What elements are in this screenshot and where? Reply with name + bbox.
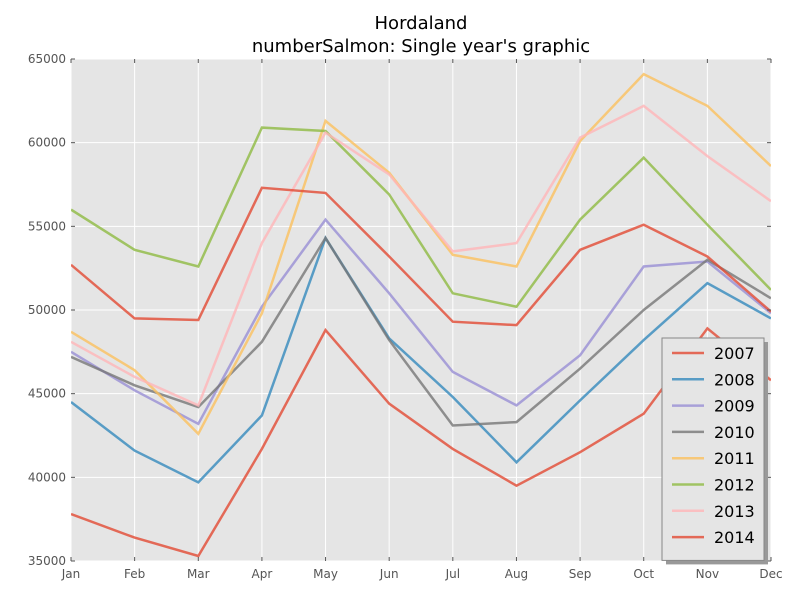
legend-box [661, 337, 765, 561]
x-tick-label: Nov [696, 567, 719, 581]
series-line-2009 [71, 217, 771, 426]
y-tick-label: 65000 [28, 52, 66, 66]
legend: 2007 2008 2009 2010 2011 2012 2013 2014 [661, 337, 768, 565]
y-tick-label: 50000 [28, 303, 66, 317]
legend-label: 2008 [714, 370, 755, 389]
x-tick-label: May [313, 567, 338, 581]
y-tick-label: 35000 [28, 554, 66, 568]
x-tick-label: Oct [633, 567, 654, 581]
x-tick-label: Feb [124, 567, 145, 581]
plot-area: 35000 40000 45000 50000 55000 60000 65000 Jan Fe… [28, 52, 783, 581]
chart-subtitle: numberSalmon: Single year's graphic [252, 36, 590, 57]
x-tick-label: Sep [569, 567, 592, 581]
chart-title: Hordaland [375, 13, 468, 34]
legend-label: 2013 [714, 502, 755, 521]
legend-label: 2014 [714, 528, 755, 547]
legend-label: 2007 [714, 344, 755, 363]
series-line-2010 [71, 235, 771, 427]
x-tick-label: Dec [759, 567, 782, 581]
series-line-2014 [71, 186, 771, 327]
series-line-2008 [71, 235, 771, 484]
y-tick-label: 60000 [28, 136, 66, 150]
x-tick-label: Aug [505, 567, 528, 581]
x-tick-label: Jun [379, 567, 399, 581]
x-tick-label: Jul [445, 567, 460, 581]
legend-label: 2010 [714, 423, 755, 442]
legend-label: 2012 [714, 476, 755, 495]
series-line-2007 [71, 326, 771, 558]
y-tick-label: 45000 [28, 387, 66, 401]
y-tick-label: 55000 [28, 219, 66, 233]
x-tick-label: Mar [187, 567, 210, 581]
x-tick-label: Apr [252, 567, 273, 581]
y-tick-label: 40000 [28, 470, 66, 484]
series-line-2013 [71, 104, 771, 408]
series-group [71, 72, 771, 558]
x-tick-label: Jan [61, 567, 81, 581]
legend-label: 2011 [714, 449, 755, 468]
legend-label: 2009 [714, 397, 755, 416]
series-line-2012 [71, 126, 771, 309]
